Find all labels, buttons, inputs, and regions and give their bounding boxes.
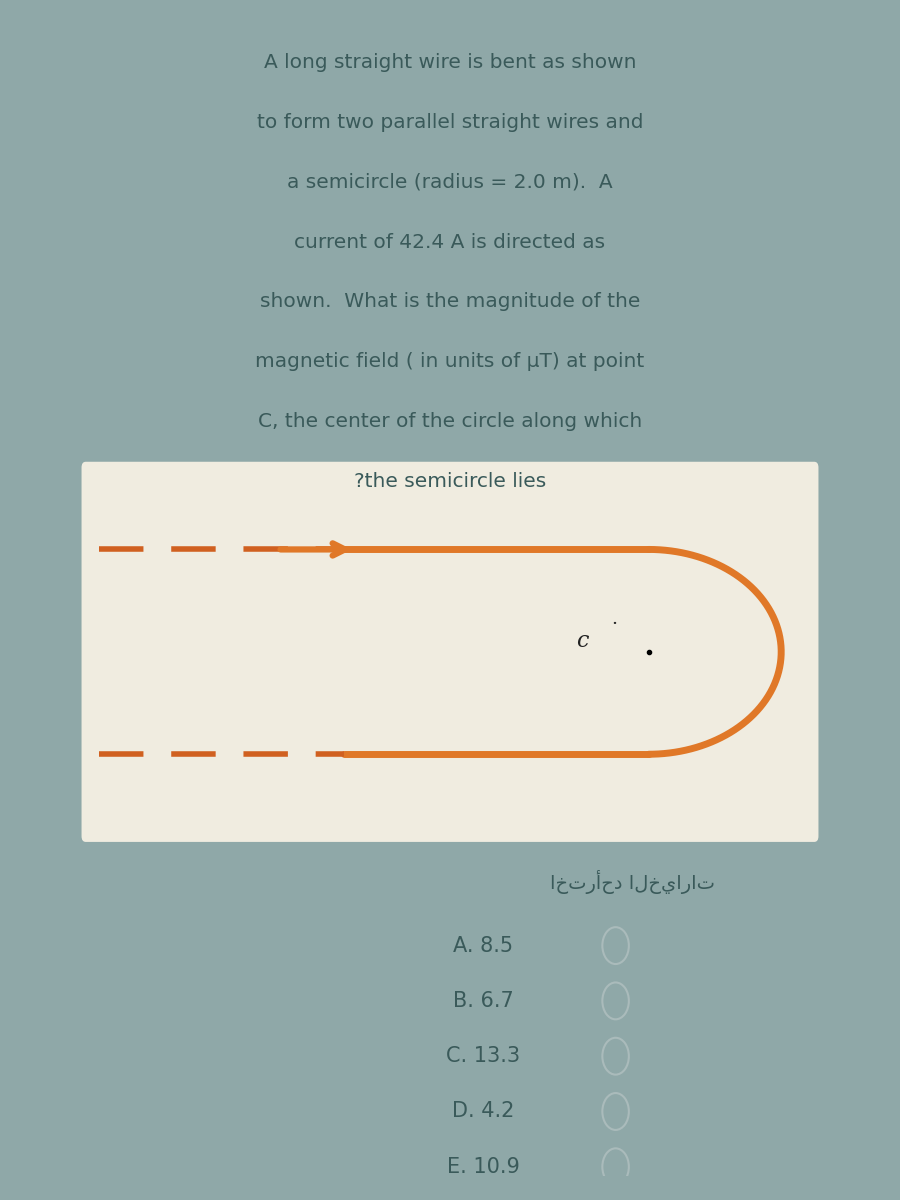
Text: c: c [576, 630, 589, 652]
FancyBboxPatch shape [82, 462, 818, 842]
Text: C, the center of the circle along which: C, the center of the circle along which [258, 413, 642, 431]
Text: E. 10.9: E. 10.9 [446, 1157, 519, 1177]
Text: D. 4.2: D. 4.2 [452, 1102, 514, 1122]
Text: a semicircle (radius = 2.0 m).  A: a semicircle (radius = 2.0 m). A [287, 173, 613, 192]
Text: A long straight wire is bent as shown: A long straight wire is bent as shown [264, 53, 636, 72]
Text: B. 6.7: B. 6.7 [453, 991, 514, 1010]
Text: C. 13.3: C. 13.3 [446, 1046, 520, 1066]
Text: اخترأحد الخيارات: اخترأحد الخيارات [550, 870, 715, 894]
Text: current of 42.4 A is directed as: current of 42.4 A is directed as [294, 233, 606, 252]
Text: A. 8.5: A. 8.5 [453, 936, 513, 955]
Text: ?the semicircle lies: ?the semicircle lies [354, 472, 546, 491]
Text: ·: · [612, 616, 617, 634]
Text: to form two parallel straight wires and: to form two parallel straight wires and [256, 113, 644, 132]
Text: magnetic field ( in units of μT) at point: magnetic field ( in units of μT) at poin… [256, 353, 644, 371]
Text: shown.  What is the magnitude of the: shown. What is the magnitude of the [260, 293, 640, 312]
